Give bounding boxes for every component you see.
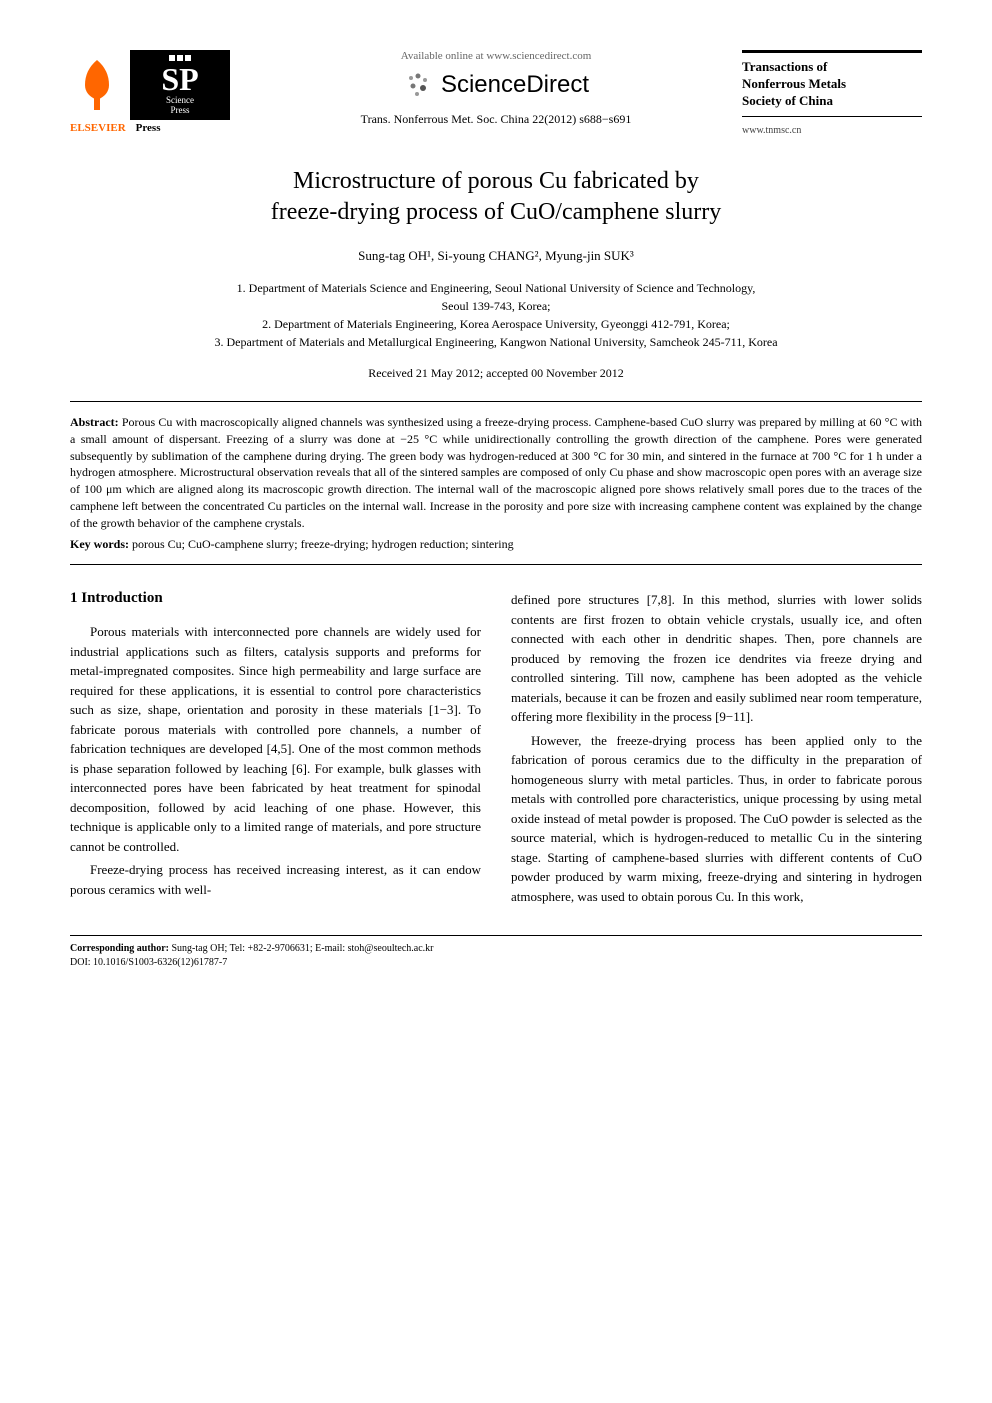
received-accepted-dates: Received 21 May 2012; accepted 00 Novemb… xyxy=(70,366,922,381)
affiliation-3: 3. Department of Materials and Metallurg… xyxy=(70,333,922,351)
corresponding-author-line: Corresponding author: Sung-tag OH; Tel: … xyxy=(70,942,922,956)
affiliation-1b: Seoul 139-743, Korea; xyxy=(70,297,922,315)
keywords-text: porous Cu; CuO-camphene slurry; freeze-d… xyxy=(129,537,514,551)
press-text: Press xyxy=(136,122,161,134)
affiliations: 1. Department of Materials Science and E… xyxy=(70,279,922,351)
available-online-text: Available online at www.sciencedirect.co… xyxy=(270,50,722,62)
keywords-line: Key words: porous Cu; CuO-camphene slurr… xyxy=(70,536,922,553)
elsevier-tree-icon xyxy=(70,55,125,120)
doi-line: DOI: 10.1016/S1003-6326(12)61787-7 xyxy=(70,956,922,970)
press-label-box: Press xyxy=(170,105,189,115)
journal-url: www.tnmsc.cn xyxy=(742,125,922,136)
paragraph-3: defined pore structures [7,8]. In this m… xyxy=(511,590,922,727)
left-column: 1 Introduction Porous materials with int… xyxy=(70,590,481,910)
paragraph-1: Porous materials with interconnected por… xyxy=(70,622,481,856)
journal-name-box: Transactions of Nonferrous Metals Societ… xyxy=(742,50,922,117)
corresponding-text: Sung-tag OH; Tel: +82-2-9706631; E-mail:… xyxy=(169,943,433,954)
section-1-heading: 1 Introduction xyxy=(70,590,481,607)
article-title: Microstructure of porous Cu fabricated b… xyxy=(70,166,922,228)
abstract-section: Abstract: Porous Cu with macroscopically… xyxy=(70,401,922,565)
sciencedirect-icon xyxy=(403,70,433,100)
abstract-body: Porous Cu with macroscopically aligned c… xyxy=(70,415,922,530)
keywords-label: Key words: xyxy=(70,537,129,551)
paragraph-2: Freeze-drying process has received incre… xyxy=(70,860,481,899)
affiliation-2: 2. Department of Materials Engineering, … xyxy=(70,315,922,333)
journal-citation: Trans. Nonferrous Met. Soc. China 22(201… xyxy=(270,112,722,127)
abstract-label: Abstract: xyxy=(70,415,119,429)
elsevier-logo: SP Science Press xyxy=(70,50,250,120)
publisher-logo-block: SP Science Press ELSEVIER Press xyxy=(70,50,250,134)
title-line2: freeze-drying process of CuO/camphene sl… xyxy=(271,199,722,225)
abstract-text: Abstract: Porous Cu with macroscopically… xyxy=(70,414,922,532)
title-line1: Microstructure of porous Cu fabricated b… xyxy=(293,168,699,194)
journal-name-line2: Nonferrous Metals xyxy=(742,76,922,93)
corresponding-label: Corresponding author: xyxy=(70,943,169,954)
elsevier-text: ELSEVIER xyxy=(70,122,126,134)
elsevier-press-label: ELSEVIER Press xyxy=(70,122,250,134)
content-columns: 1 Introduction Porous materials with int… xyxy=(70,590,922,910)
authors: Sung-tag OH¹, Si-young CHANG², Myung-jin… xyxy=(70,248,922,264)
sp-label: SP xyxy=(161,63,198,95)
sciencedirect-logo: ScienceDirect xyxy=(270,70,722,100)
center-header-block: Available online at www.sciencedirect.co… xyxy=(250,50,742,127)
sciencedirect-text: ScienceDirect xyxy=(441,71,589,99)
journal-name-line3: Society of China xyxy=(742,93,922,110)
right-column: defined pore structures [7,8]. In this m… xyxy=(511,590,922,910)
paragraph-4: However, the freeze-drying process has b… xyxy=(511,731,922,907)
journal-info-block: Transactions of Nonferrous Metals Societ… xyxy=(742,50,922,136)
journal-name-line1: Transactions of xyxy=(742,59,922,76)
science-label: Science xyxy=(166,95,194,105)
title-section: Microstructure of porous Cu fabricated b… xyxy=(70,166,922,381)
science-press-box: SP Science Press xyxy=(130,50,230,120)
affiliation-1: 1. Department of Materials Science and E… xyxy=(70,279,922,297)
header-row: SP Science Press ELSEVIER Press Availabl… xyxy=(70,50,922,136)
footer-section: Corresponding author: Sung-tag OH; Tel: … xyxy=(70,935,922,970)
